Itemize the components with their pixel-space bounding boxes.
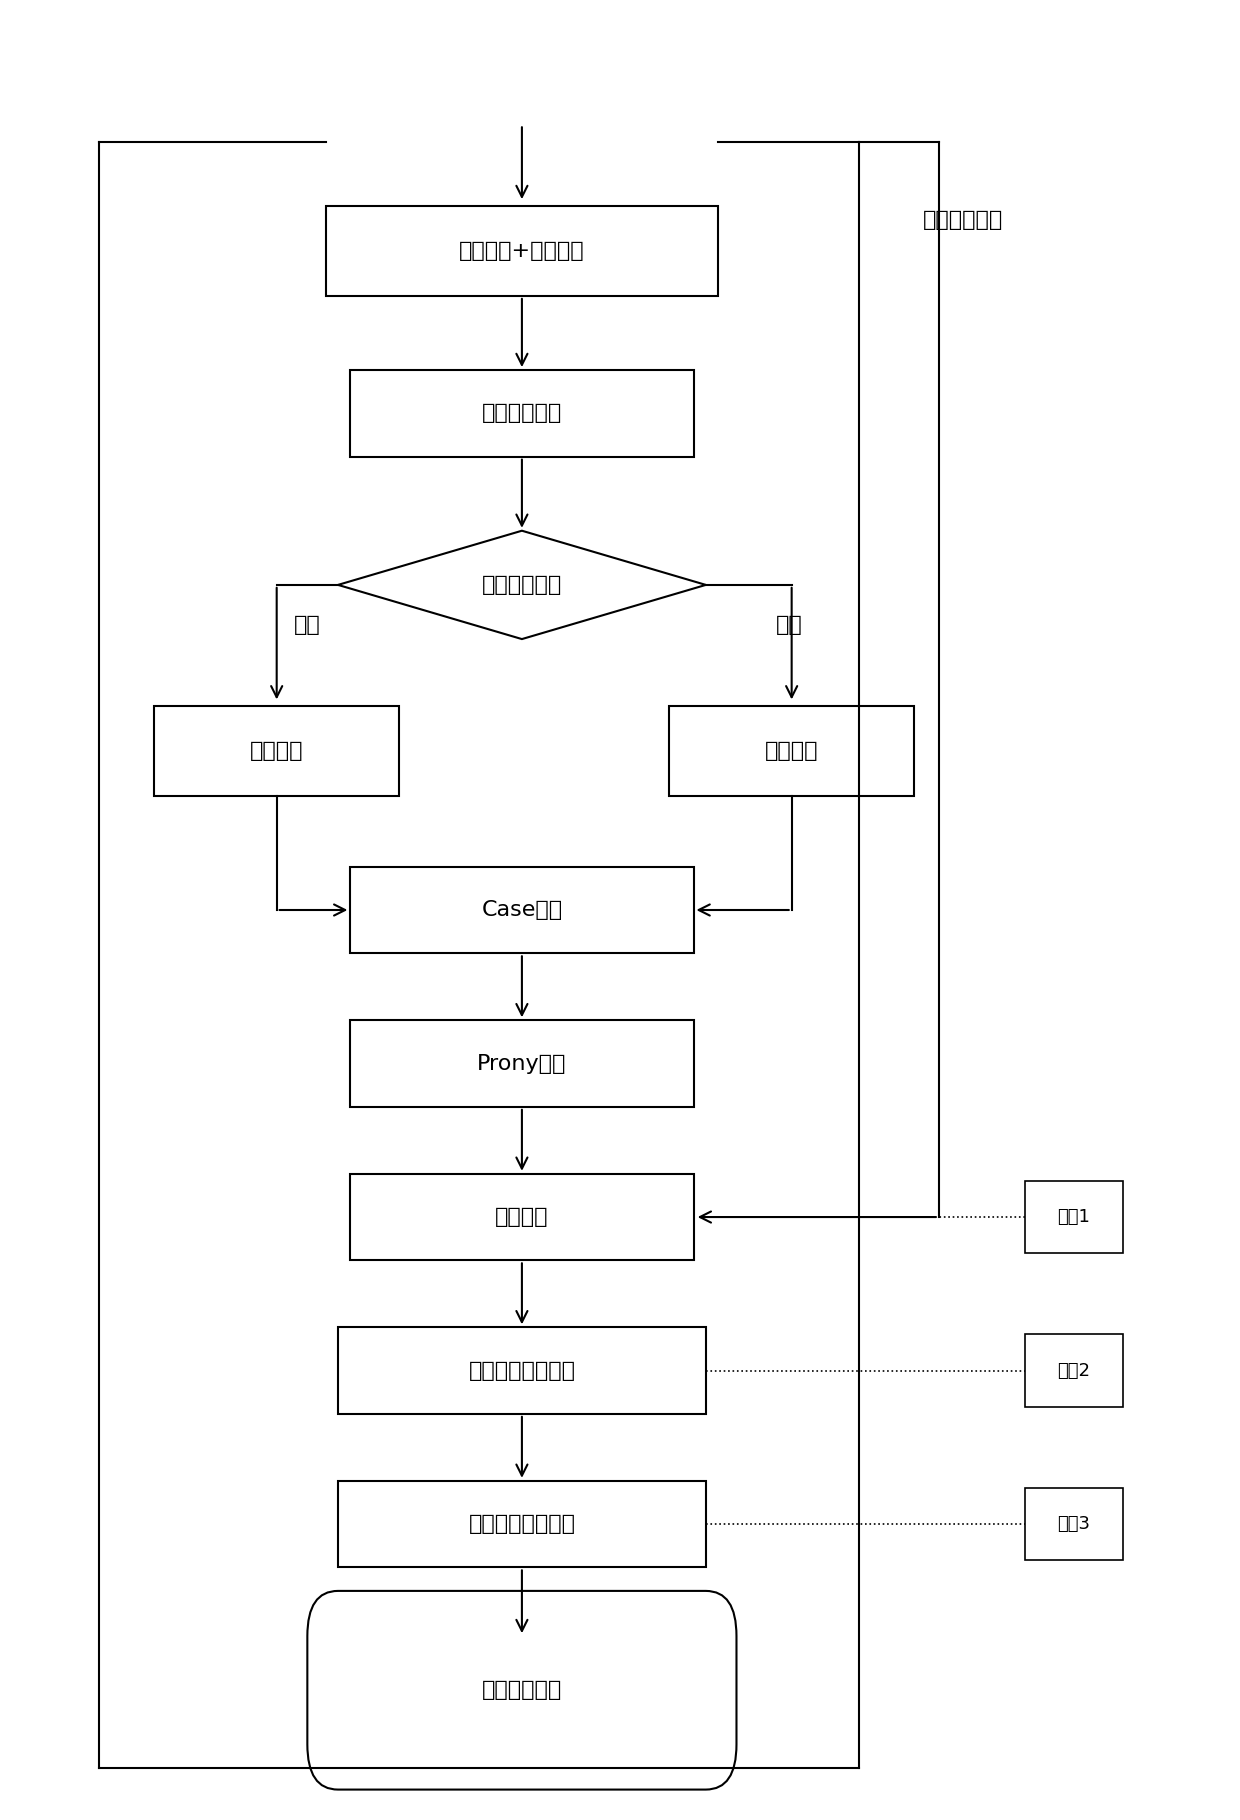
Text: 预判处理: 预判处理: [250, 741, 304, 761]
FancyBboxPatch shape: [326, 206, 718, 297]
FancyBboxPatch shape: [308, 1591, 737, 1789]
Text: 模式识别: 模式识别: [495, 1207, 548, 1227]
Text: Prony分析: Prony分析: [477, 1054, 567, 1074]
FancyBboxPatch shape: [339, 1327, 706, 1414]
FancyBboxPatch shape: [1024, 1489, 1122, 1560]
FancyBboxPatch shape: [670, 706, 914, 795]
Text: 预判处理: 预判处理: [765, 741, 818, 761]
Text: 分析结果输出: 分析结果输出: [482, 1680, 562, 1700]
Polygon shape: [339, 531, 706, 639]
Text: 步骤2: 步骤2: [1058, 1361, 1090, 1380]
FancyBboxPatch shape: [339, 1481, 706, 1567]
Text: 机组: 机组: [294, 615, 321, 635]
Text: 设备类型判断: 设备类型判断: [482, 575, 562, 595]
FancyBboxPatch shape: [1024, 1181, 1122, 1254]
Text: 监视线路结果: 监视线路结果: [924, 209, 1003, 229]
FancyBboxPatch shape: [350, 369, 693, 457]
Text: 振荡中心厂站识别: 振荡中心厂站识别: [469, 1514, 575, 1534]
Text: 实测数据处理: 实测数据处理: [482, 404, 562, 424]
Text: Case汇集: Case汇集: [481, 901, 563, 919]
FancyBboxPatch shape: [350, 866, 693, 954]
FancyBboxPatch shape: [350, 1174, 693, 1261]
FancyBboxPatch shape: [350, 1021, 693, 1107]
Text: 厂站: 厂站: [776, 615, 802, 635]
FancyBboxPatch shape: [1024, 1334, 1122, 1407]
Text: 机组模态分布计算: 机组模态分布计算: [469, 1361, 575, 1381]
Text: 缓冲数据+监视结果: 缓冲数据+监视结果: [459, 240, 585, 260]
Text: 步骤3: 步骤3: [1058, 1514, 1090, 1532]
FancyBboxPatch shape: [154, 706, 399, 795]
Text: 步骤1: 步骤1: [1058, 1208, 1090, 1227]
